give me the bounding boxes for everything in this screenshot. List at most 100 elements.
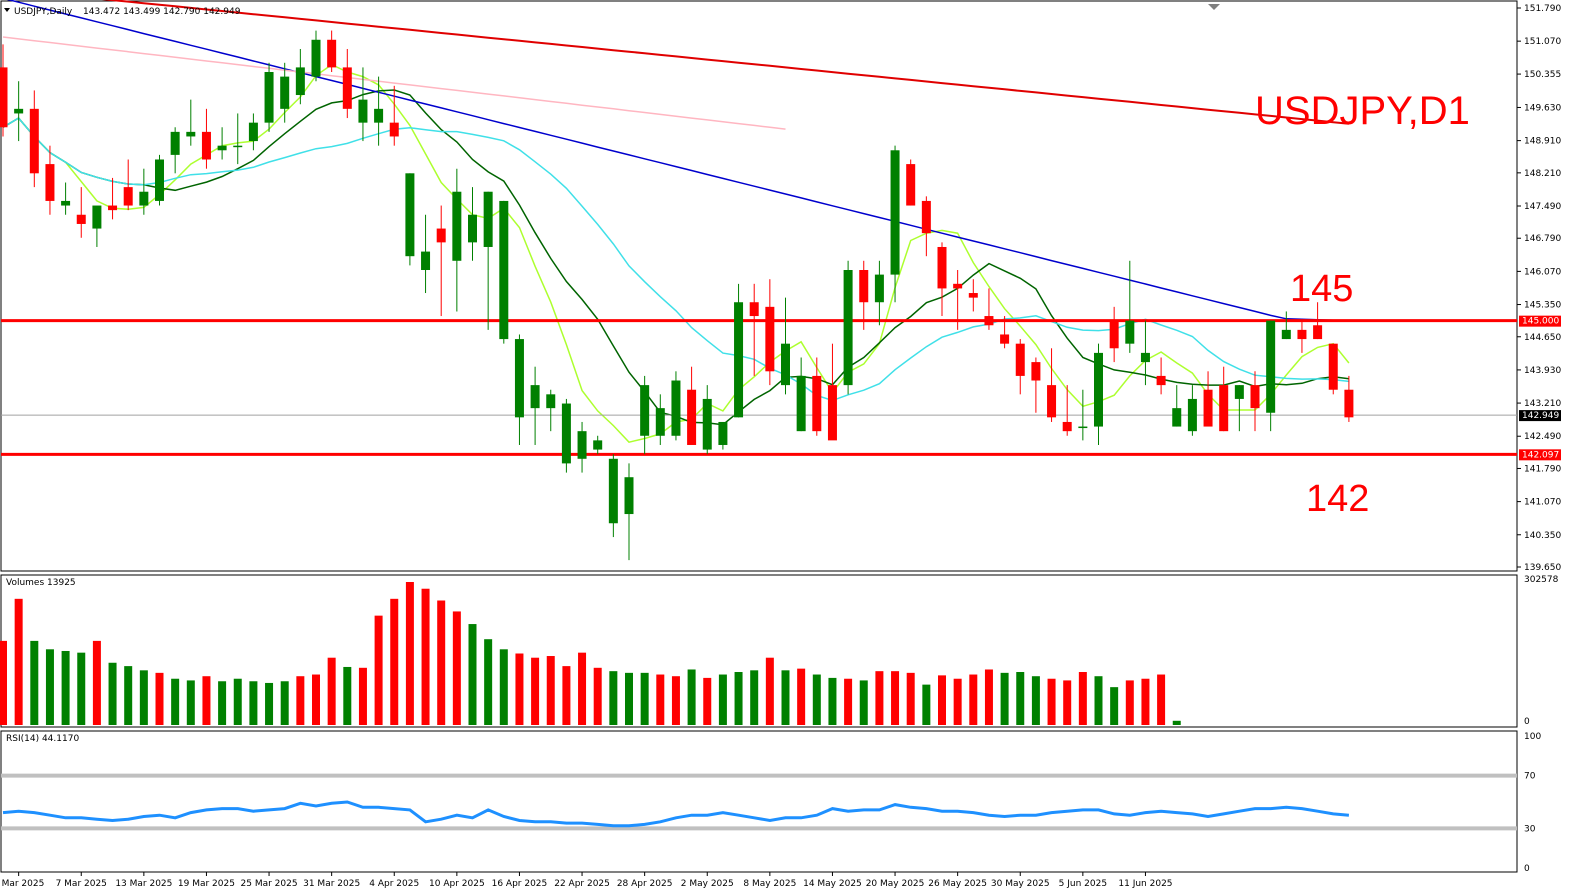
volume-bar <box>280 681 289 725</box>
rsi-levels <box>1 773 1517 831</box>
candle-body <box>781 343 790 386</box>
price-tick-label: 145.350 <box>1524 301 1561 311</box>
candle-body <box>1015 343 1025 376</box>
volume-bars <box>0 582 1181 725</box>
volume-bar <box>14 598 23 725</box>
volume-bar <box>1125 680 1134 725</box>
current-price-tag <box>1519 410 1561 422</box>
price-tick-label: 143.210 <box>1524 399 1561 409</box>
volume-bar <box>186 680 195 725</box>
candle-body <box>311 39 321 77</box>
time-tick-label: 8 May 2025 <box>743 879 796 889</box>
volume-bar <box>906 672 915 725</box>
candle-body <box>671 380 681 436</box>
volume-bar <box>390 598 399 725</box>
price-tick-label: 146.790 <box>1524 234 1561 244</box>
rsi-axis-label: 100 <box>1524 732 1541 742</box>
horizontal-levels <box>1 319 1517 456</box>
candle-body <box>765 306 775 372</box>
candle-body <box>1250 385 1260 409</box>
candle-body <box>514 339 524 418</box>
volume-bar <box>421 588 430 725</box>
time-tick-label: 30 May 2025 <box>991 879 1050 889</box>
volume-bar <box>859 680 868 725</box>
time-tick-label: 2 May 2025 <box>681 879 734 889</box>
volume-bar <box>374 615 383 725</box>
price-tick-label: 147.490 <box>1524 202 1561 212</box>
price-tick-label: 141.790 <box>1524 464 1561 474</box>
level-price-tag <box>1519 449 1561 461</box>
volume-bar <box>625 672 633 725</box>
price-tick-label: 148.910 <box>1524 137 1561 147</box>
volume-bar <box>875 671 884 725</box>
rsi-axis-label: 0 <box>1524 864 1530 874</box>
price-axis: 151.790 151.070 150.355 149.630 148.910 148.2… <box>1517 4 1561 874</box>
time-tick-label: 3 Mar 2025 <box>0 879 44 889</box>
price-tick-label: 151.790 <box>1524 4 1561 14</box>
volume-bar <box>1063 680 1072 725</box>
candle-body <box>483 191 493 247</box>
volume-bar <box>452 611 461 725</box>
candle-body <box>1031 362 1041 381</box>
price-pane-frame <box>0 0 1518 572</box>
volume-bar <box>92 640 101 725</box>
candle-body <box>608 458 618 524</box>
volume-axis-label: 302578 <box>1524 575 1559 585</box>
price-tick-label: 141.070 <box>1524 498 1561 508</box>
candle-body <box>561 403 571 464</box>
candle-body <box>984 316 994 326</box>
candle-body <box>170 131 180 155</box>
time-tick-label: 7 Mar 2025 <box>56 879 107 889</box>
volume-bar <box>358 667 367 725</box>
candle-body <box>436 228 446 243</box>
candle-body <box>812 375 822 432</box>
ma-pink-line <box>2 36 786 130</box>
candle-body <box>734 302 744 418</box>
volume-bar <box>703 677 712 725</box>
candle-body <box>155 159 164 201</box>
candle-body <box>139 191 149 206</box>
price-tick-label: 143.930 <box>1524 366 1561 376</box>
candle-body <box>937 246 947 289</box>
volume-bar <box>139 670 148 725</box>
time-tick-label: 20 May 2025 <box>866 879 925 889</box>
candle-body <box>1219 385 1229 432</box>
candle-body <box>29 108 39 174</box>
candle-body <box>843 270 853 386</box>
ma-red-line <box>101 0 1350 125</box>
volume-bar <box>812 674 821 725</box>
symbol-dropdown-icon[interactable] <box>4 8 10 12</box>
candle-body <box>1266 320 1276 413</box>
volume-bar <box>797 668 806 725</box>
volume-bar <box>499 649 508 725</box>
candle-body <box>123 187 133 206</box>
candle-body <box>1000 334 1010 344</box>
volume-bar <box>938 675 946 725</box>
volume-bar <box>249 681 258 725</box>
candle-body <box>577 431 587 459</box>
rsi-title: RSI(14) 44.1170 <box>6 734 79 744</box>
volume-bar <box>531 657 540 725</box>
candle-body <box>421 251 431 271</box>
candle-body <box>327 39 337 68</box>
volume-bar <box>1078 672 1087 725</box>
time-tick-label: 14 May 2025 <box>803 879 862 889</box>
volume-bar <box>155 672 164 725</box>
volume-bar <box>844 678 853 725</box>
candle-body <box>264 72 274 123</box>
candle-body <box>14 108 24 114</box>
candle-body <box>1047 385 1057 418</box>
volume-bar <box>922 684 931 725</box>
ma-blue-line <box>6 0 1349 322</box>
volume-bar <box>546 656 555 725</box>
shift-marker-icon[interactable] <box>1208 4 1220 10</box>
time-tick-label: 11 Jun 2025 <box>1118 879 1172 889</box>
symbol-timeframe: USDJPY,Daily <box>14 7 73 17</box>
price-tick-label: 148.210 <box>1524 169 1561 179</box>
volume-bar <box>1110 687 1119 725</box>
candle-body <box>1234 385 1244 399</box>
candle-body <box>1094 352 1103 427</box>
time-tick-label: 25 Mar 2025 <box>241 879 298 889</box>
price-tick-label: 144.650 <box>1524 333 1561 343</box>
candle-body <box>1313 325 1323 340</box>
